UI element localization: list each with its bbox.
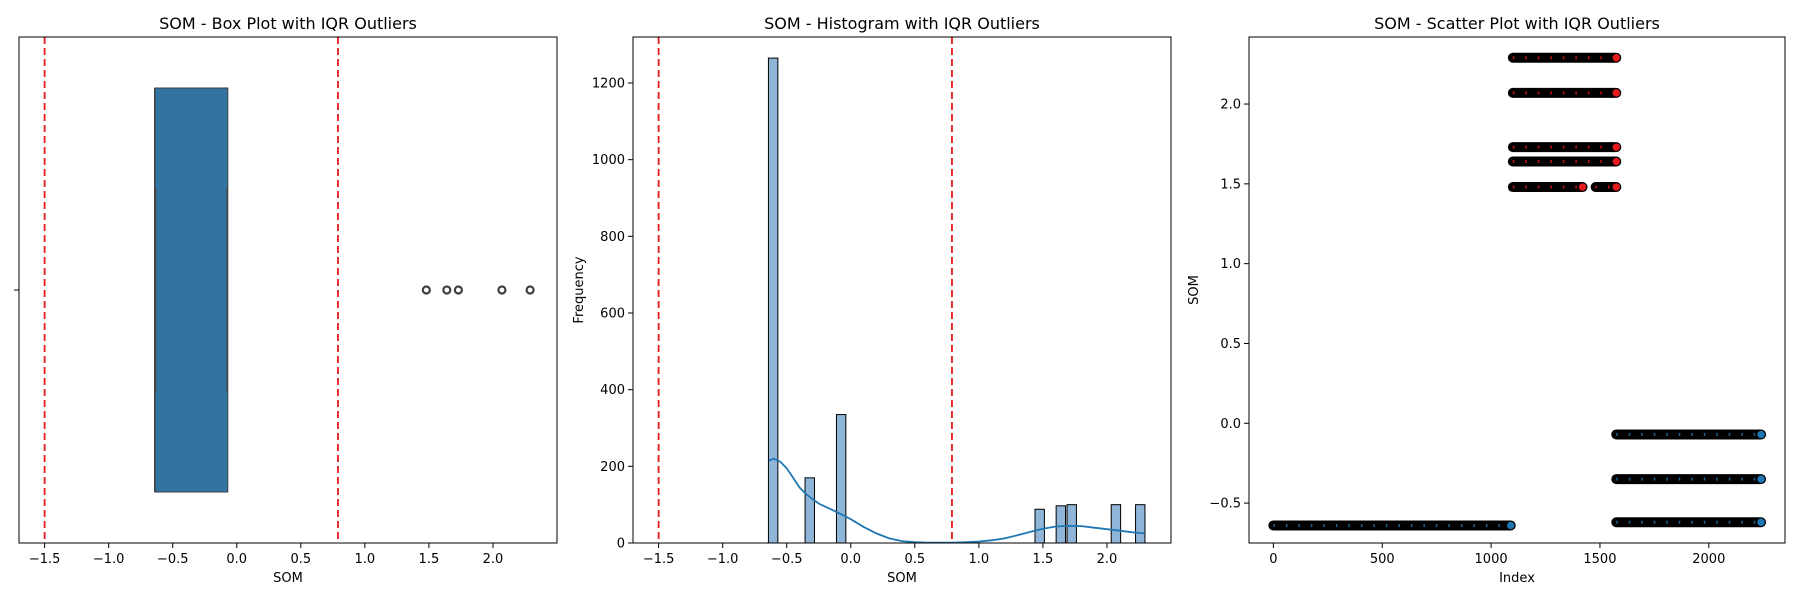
scatter-title: SOM - Scatter Plot with IQR Outliers xyxy=(1374,14,1660,33)
scatter-panel: SOM - Scatter Plot with IQR Outliers 0 50… xyxy=(1187,14,1786,586)
box-plot-panel: SOM - Box Plot with IQR Outliers −1.5 −1.… xyxy=(14,14,558,586)
histogram-bar xyxy=(1110,504,1122,544)
scatter-point xyxy=(1505,520,1516,531)
box-xtick-label: 0.0 xyxy=(226,552,247,567)
scatter-ylabel: SOM xyxy=(1187,275,1202,305)
scatter-frame xyxy=(1248,36,1786,544)
histogram-title: SOM - Histogram with IQR Outliers xyxy=(764,14,1040,33)
histogram-frame xyxy=(632,36,1172,544)
histogram-bar xyxy=(1034,508,1045,544)
scatter-xtick-label: 1000 xyxy=(1475,552,1508,567)
histogram-ytick-label: 1000 xyxy=(592,153,625,168)
histogram-bar xyxy=(1055,505,1067,544)
histogram-xtick-label: −1.5 xyxy=(643,552,675,567)
histogram-xtick-label: −1.0 xyxy=(707,552,739,567)
scatter-ytick-label: 0.5 xyxy=(1220,337,1241,352)
scatter-xtick-label: 2000 xyxy=(1692,552,1725,567)
histogram-kde-line xyxy=(768,457,1145,544)
box-xtick-label: 0.5 xyxy=(290,552,311,567)
histogram-panel: SOM - Histogram with IQR Outliers −1.5 −1… xyxy=(572,14,1172,586)
histogram-xtick-label: 1.0 xyxy=(969,552,990,567)
histogram-bar xyxy=(1066,504,1077,544)
histogram-bar xyxy=(835,414,847,544)
box-xtick-label: −1.0 xyxy=(93,552,125,567)
histogram-bar xyxy=(767,57,779,544)
scatter-point xyxy=(1756,429,1766,440)
histogram-xtick-label: 0.5 xyxy=(904,552,925,567)
histogram-ytick-label: 400 xyxy=(600,383,625,398)
scatter-ytick-label: −0.5 xyxy=(1209,497,1241,512)
histogram-ytick-label: 200 xyxy=(600,460,625,475)
box-plot-xlabel: SOM xyxy=(273,571,303,586)
histogram-ytick-label: 800 xyxy=(600,230,625,245)
scatter-xtick-label: 0 xyxy=(1269,552,1277,567)
scatter-point xyxy=(1611,142,1621,152)
box-xtick-label: −0.5 xyxy=(157,552,189,567)
scatter-ytick-label: 1.5 xyxy=(1220,177,1241,192)
scatter-point xyxy=(1611,156,1621,167)
scatter-xtick-label: 500 xyxy=(1370,552,1395,567)
histogram-bar xyxy=(804,477,815,544)
histogram-ylabel: Frequency xyxy=(572,256,587,323)
scatter-point xyxy=(1611,182,1621,192)
scatter-ytick-label: 0.0 xyxy=(1220,417,1241,432)
scatter-xlabel: Index xyxy=(1499,571,1535,586)
box-xtick-label: 1.5 xyxy=(419,552,440,567)
histogram-ytick-label: 600 xyxy=(600,307,625,322)
box-outlier-point xyxy=(453,285,463,295)
box-outlier-point xyxy=(525,285,535,295)
histogram-xtick-label: 0.0 xyxy=(840,552,861,567)
histogram-xtick-label: 1.5 xyxy=(1033,552,1054,567)
box-iqr-rect xyxy=(154,87,229,493)
scatter-point xyxy=(1611,53,1621,63)
histogram-xtick-label: 2.0 xyxy=(1097,552,1118,567)
box-outlier-point xyxy=(442,285,452,295)
box-xtick-label: −1.5 xyxy=(29,552,61,567)
scatter-ytick-label: 1.0 xyxy=(1220,257,1241,272)
box-xtick-label: 2.0 xyxy=(483,552,504,567)
histogram-ytick-label: 1200 xyxy=(592,77,625,92)
box-xtick-label: 1.0 xyxy=(355,552,376,567)
histogram-xtick-label: −0.5 xyxy=(771,552,803,567)
scatter-point xyxy=(1577,182,1588,192)
scatter-point xyxy=(1756,517,1766,527)
scatter-xtick-label: 1500 xyxy=(1583,552,1616,567)
histogram-ytick-label: 0 xyxy=(617,537,625,552)
histogram-bar xyxy=(1135,504,1146,544)
box-outlier-point xyxy=(421,285,431,295)
scatter-point xyxy=(1756,474,1766,484)
box-outlier-point xyxy=(497,285,507,295)
scatter-ytick-label: 2.0 xyxy=(1220,98,1241,113)
box-plot-title: SOM - Box Plot with IQR Outliers xyxy=(159,14,417,33)
histogram-xlabel: SOM xyxy=(887,571,917,586)
scatter-point xyxy=(1611,88,1621,98)
